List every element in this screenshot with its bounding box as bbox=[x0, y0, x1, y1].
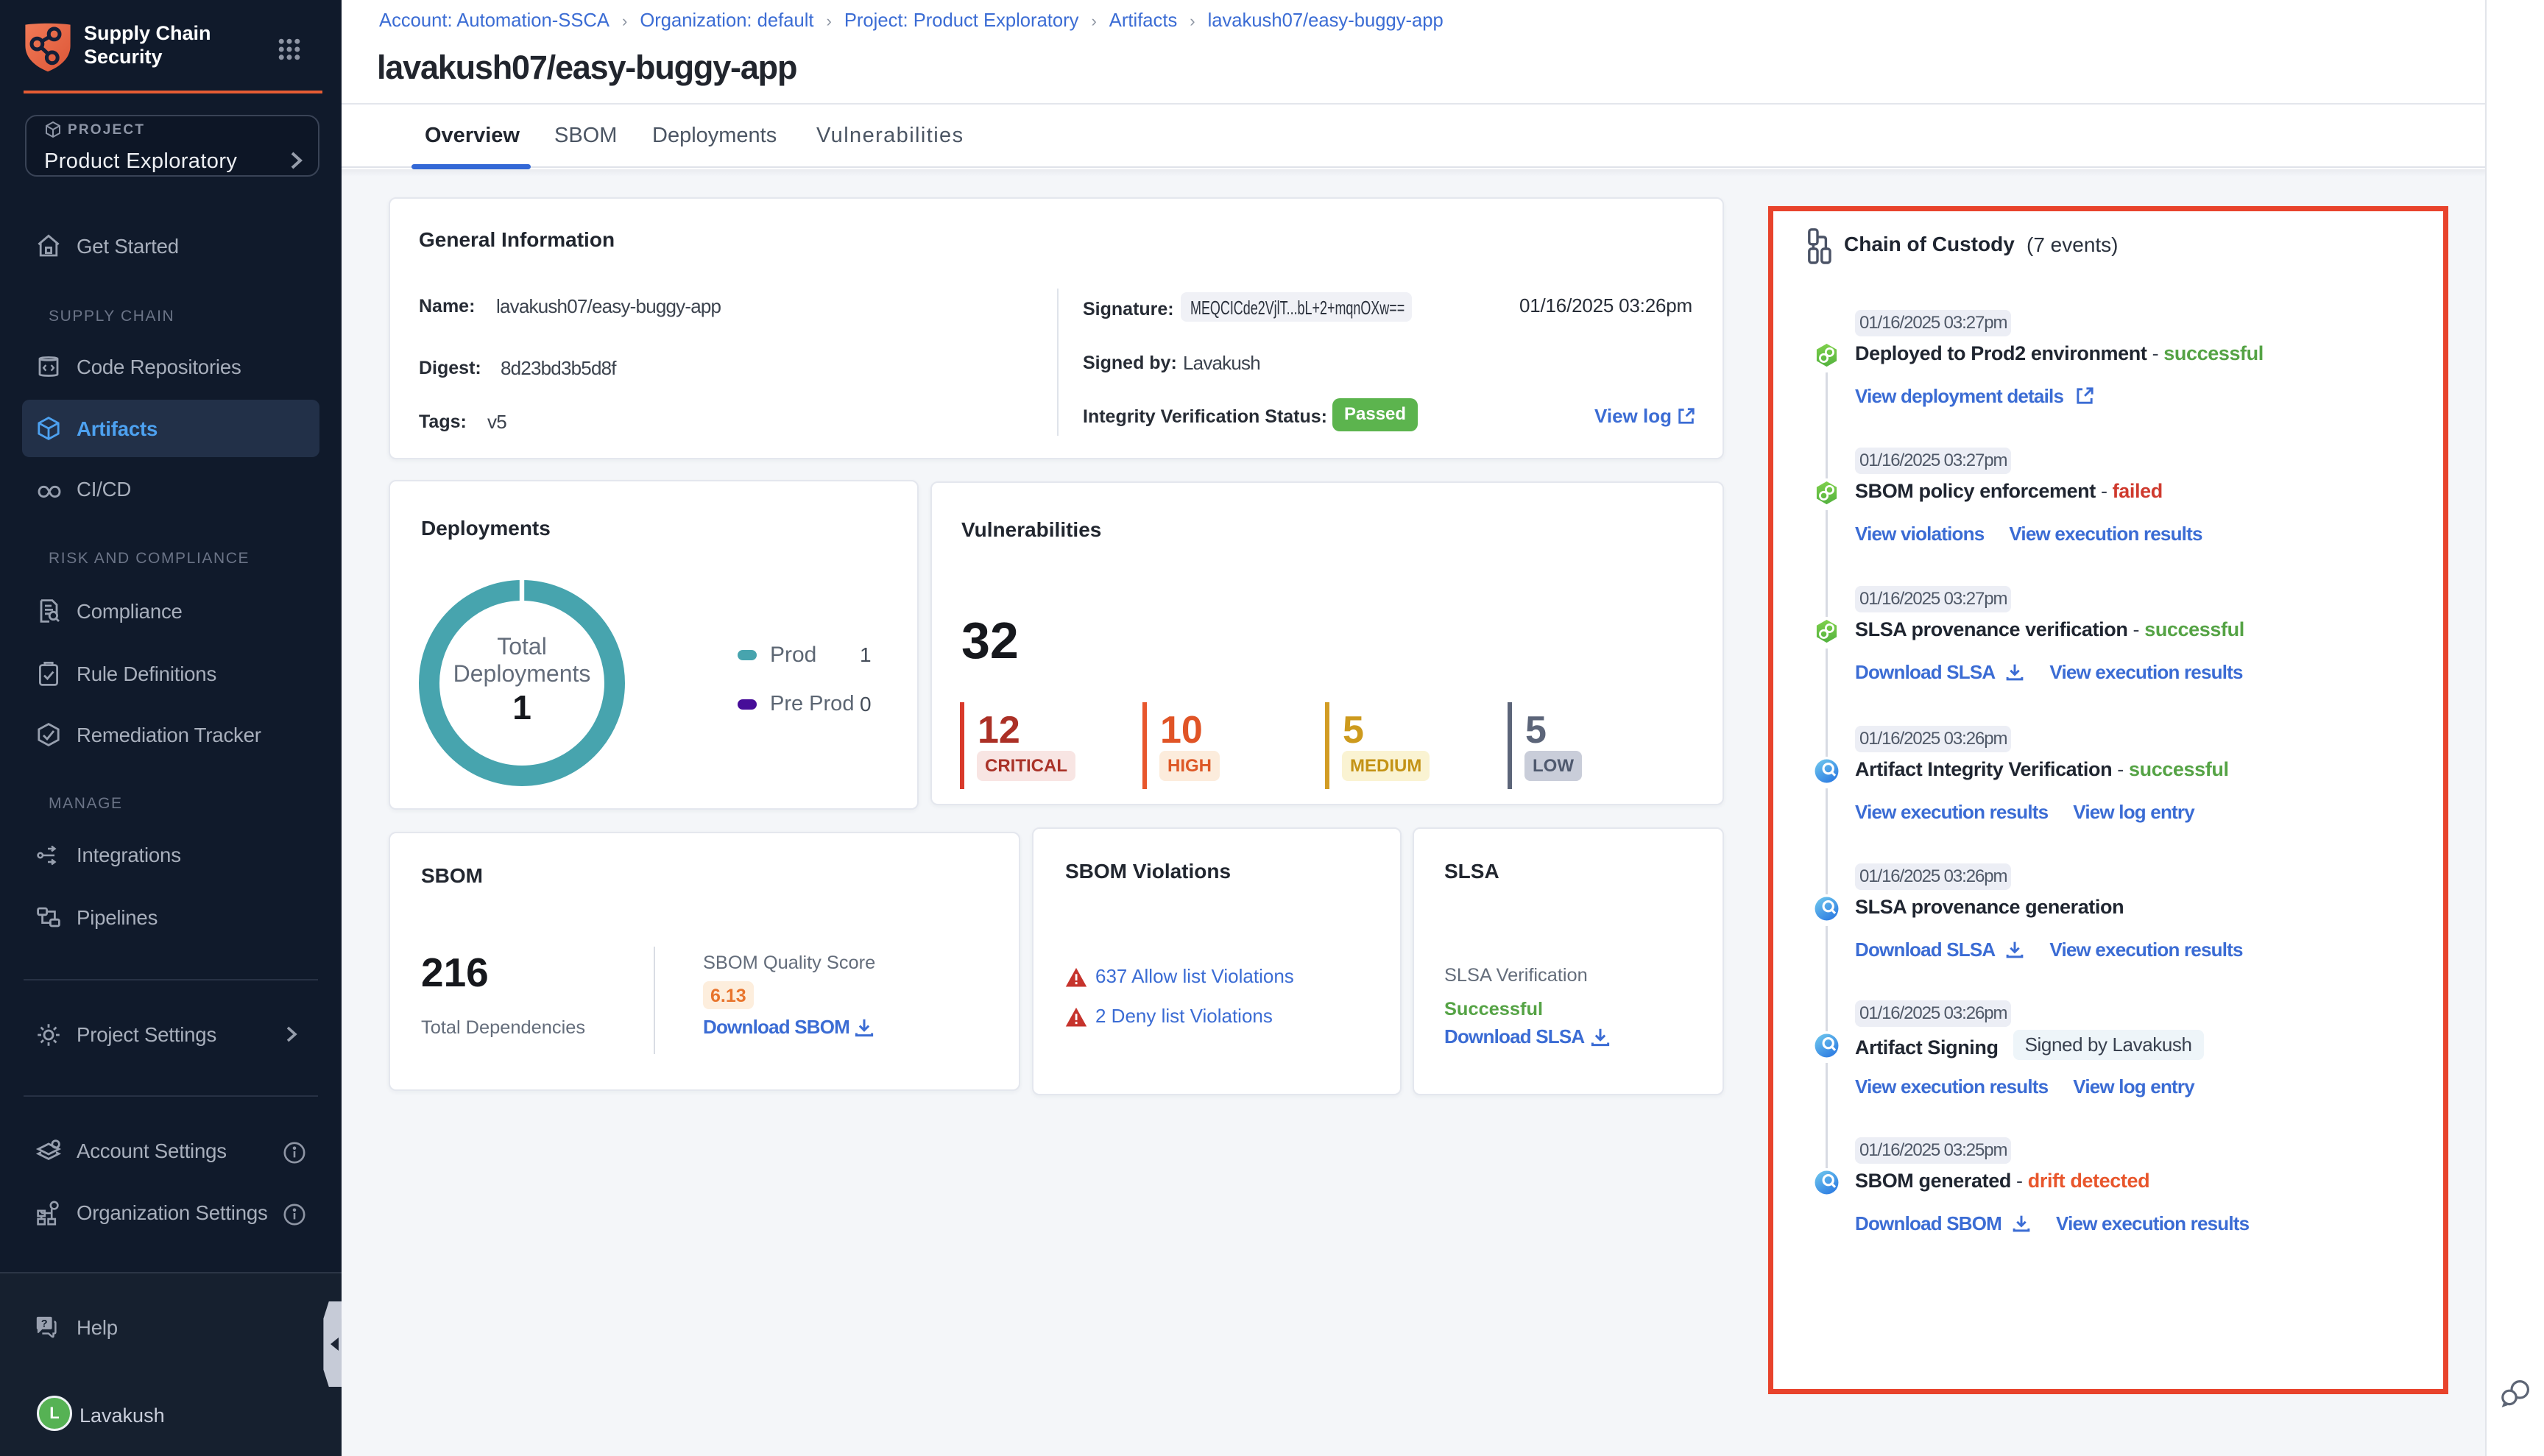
svg-text:?: ? bbox=[41, 1318, 48, 1329]
